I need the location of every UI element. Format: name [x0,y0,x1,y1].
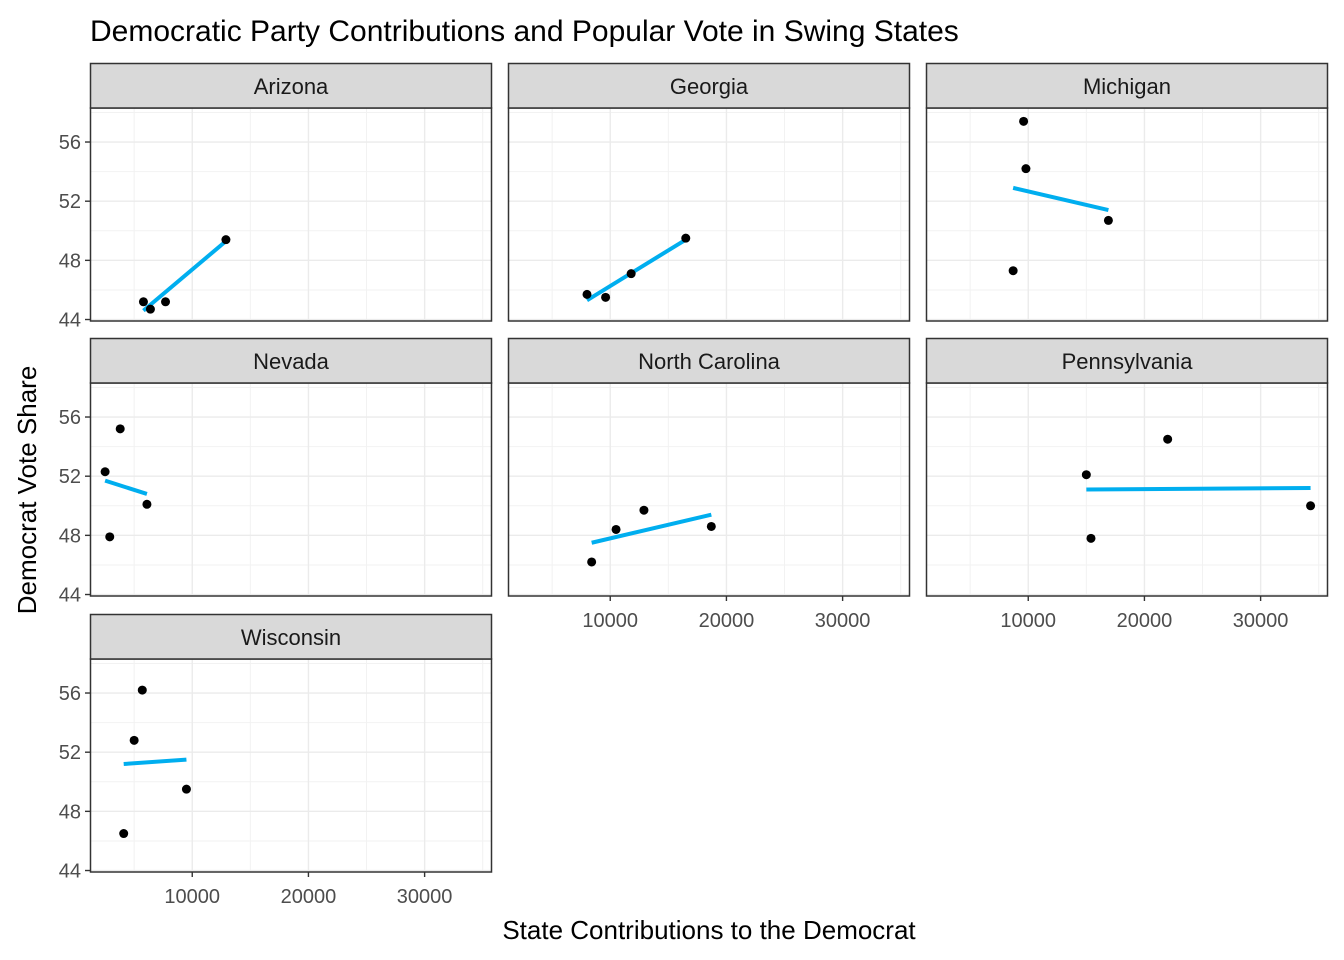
data-point [142,499,152,509]
data-point [639,505,649,515]
data-point [115,424,125,434]
panel-background [90,659,492,872]
panel-background [508,108,910,321]
fit-line [104,478,148,496]
data-point [681,233,691,243]
x-axis-title: State Contributions to the Democrat [502,915,916,945]
panel-arizona: Arizona 44 48 52 56 [59,62,493,332]
data-point [119,829,129,839]
fit-line [591,512,712,545]
panel-wisconsin: Wisconsin 44 48 52 56 10000 20000 30000 [59,613,493,908]
strip-background [507,62,911,109]
strip-background [89,613,493,660]
strip-background [89,62,493,109]
data-point [582,289,592,299]
data-point [145,304,155,314]
data-point [1163,434,1173,444]
y-tick-label: 56 [59,407,81,429]
x-tick-label: 20000 [699,610,755,632]
panel-background [926,108,1328,321]
data-point [1081,470,1091,480]
data-point [706,521,716,531]
data-point [137,685,147,695]
data-point [100,467,110,477]
strip-background [925,337,1329,384]
x-tick-label: 10000 [1000,610,1056,632]
y-tick-label: 56 [59,683,81,705]
y-tick-label: 52 [59,466,81,488]
data-point [161,297,171,307]
chart-title: Democratic Party Contributions and Popul… [90,15,959,48]
data-point [138,297,148,307]
x-tick-label: 20000 [1117,610,1173,632]
strip-label-north-carolina: North Carolina [638,349,781,374]
strip-label-arizona: Arizona [254,74,329,99]
data-point [1019,116,1029,126]
panel-background [90,108,492,321]
strip-background [89,337,493,384]
y-tick-label: 44 [59,310,81,332]
data-point [221,235,231,245]
y-tick-label: 48 [59,801,81,823]
data-point [181,784,191,794]
x-tick-label: 30000 [815,610,871,632]
fit-line [1012,185,1109,213]
fit-line [142,239,228,313]
data-point [1306,501,1316,511]
data-point [626,269,636,279]
data-point [1021,164,1031,174]
facet-panels: Arizona 44 48 52 56 Georgia Michigan Nevada 44 48… [59,62,1329,908]
x-tick-label: 30000 [1233,610,1289,632]
data-point [1008,266,1018,276]
x-tick-label: 30000 [397,886,453,908]
panel-michigan: Michigan [925,62,1329,322]
y-tick-label: 44 [59,861,81,883]
y-tick-label: 44 [59,585,81,607]
y-tick-label: 48 [59,250,81,272]
panel-background [508,383,910,596]
fit-line [585,237,687,302]
strip-background [507,337,911,384]
data-point [1086,533,1096,543]
data-point [129,735,139,745]
panel-pennsylvania: Pennsylvania 10000 20000 30000 [925,337,1329,632]
y-tick-label: 48 [59,525,81,547]
strip-label-pennsylvania: Pennsylvania [1062,349,1194,374]
data-point [587,557,597,567]
strip-label-wisconsin: Wisconsin [241,625,341,650]
strip-background [925,62,1329,109]
data-point [611,524,621,534]
x-tick-label: 20000 [281,886,337,908]
panel-nevada: Nevada 44 48 52 56 [59,337,493,607]
fit-line [123,757,187,767]
y-tick-label: 56 [59,132,81,154]
y-tick-label: 52 [59,742,81,764]
data-point [105,532,115,542]
strip-label-michigan: Michigan [1083,74,1171,99]
y-axis-title: Democrat Vote Share [12,366,42,615]
y-tick-label: 52 [59,191,81,213]
strip-label-nevada: Nevada [253,349,330,374]
data-point [1103,215,1113,225]
panel-georgia: Georgia [507,62,911,322]
x-tick-label: 10000 [164,886,220,908]
panel-north-carolina: North Carolina 10000 20000 30000 [507,337,911,632]
fit-line [1086,486,1311,492]
strip-label-georgia: Georgia [670,74,749,99]
data-point [601,292,611,302]
x-tick-label: 10000 [582,610,638,632]
panel-background [90,383,492,596]
